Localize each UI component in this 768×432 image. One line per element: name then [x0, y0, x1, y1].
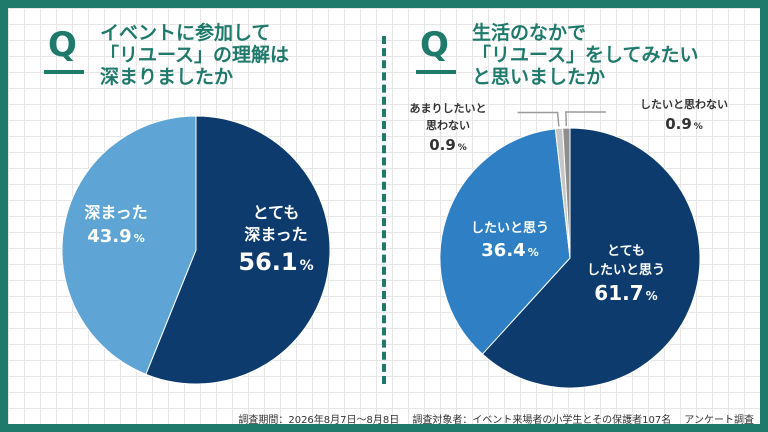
slice-label-2-1-line-1: とても: [607, 244, 645, 259]
slice-unit: %: [528, 246, 539, 259]
slice-label-2-3-line-1: あまりしたいと: [410, 102, 487, 115]
pie-slice-1-2: [61, 115, 197, 375]
pie-slice-2-4: [562, 127, 571, 259]
slice-value-1-2: 43.9%: [87, 226, 144, 247]
slice-label-2-3-line-2: 思わない: [426, 119, 470, 132]
q-underline-2: [416, 70, 456, 74]
divider: [382, 36, 386, 384]
slice-unit: %: [134, 232, 145, 245]
q-underline-1: [44, 70, 84, 74]
pie-slice-1-1: [145, 115, 331, 385]
slice-unit: %: [694, 122, 703, 132]
pie-slice-2-2: [439, 128, 571, 355]
leader-line-2-3: [517, 111, 560, 127]
slice-unit: %: [300, 258, 314, 274]
question-1-text: イベントに参加して 「リユース」の理解は 深まりましたか: [100, 22, 290, 88]
slice-label-1-1-line-2: 深まった: [244, 225, 307, 244]
slice-value-2-2: 36.4%: [481, 240, 538, 261]
leader-line-2-4: [565, 111, 606, 127]
slice-unit: %: [646, 289, 658, 303]
slice-value-2-4: 0.9%: [665, 115, 703, 133]
slice-label-1-2-line-1: 深まった: [84, 203, 147, 222]
slice-label-1-1-line-1: とても: [253, 203, 300, 222]
slice-label-2-4-line-1: したいと思わない: [640, 98, 728, 111]
pie-slice-2-1: [481, 127, 701, 389]
q-mark-2: Q: [420, 25, 449, 65]
slice-label-2-1-line-2: したいと思う: [587, 263, 665, 278]
slice-unit: %: [458, 143, 467, 153]
slice-label-2-2-line-1: したいと思う: [471, 221, 549, 236]
slice-value-2-3: 0.9%: [429, 136, 467, 154]
q-mark-1: Q: [48, 25, 77, 65]
survey-footer: 調査期間：2026年8月7日〜8月8日 調査対象者：イベント来場者の小学生とその…: [238, 415, 754, 426]
question-2-text: 生活のなかで 「リユース」をしてみたい と思いましたか: [472, 22, 699, 88]
